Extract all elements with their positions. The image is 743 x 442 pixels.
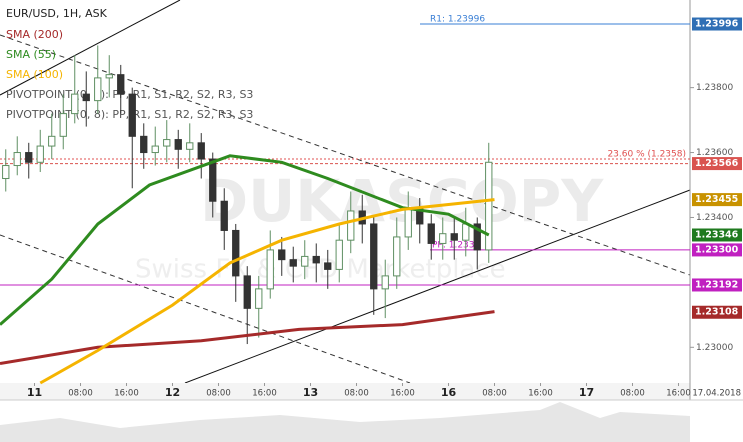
candle-body	[278, 249, 286, 261]
level-label: PP: 1.2330	[432, 240, 481, 250]
x-tick-label: 16:00	[390, 389, 415, 399]
candle-body	[301, 255, 309, 267]
candle-body	[25, 152, 33, 163]
candle-body	[197, 142, 205, 160]
watermark-group: DUKASCOPY Swiss FX & CFD Marketplace	[135, 167, 604, 284]
candle-body	[94, 77, 102, 102]
y-tick-label: 1.23400	[696, 213, 733, 223]
x-axis-band	[0, 383, 690, 400]
candle-body	[48, 135, 56, 147]
candle-body	[186, 142, 194, 150]
trend-line	[0, 34, 691, 276]
sma-line	[39, 198, 495, 385]
legend-entry: SMA (200)	[6, 28, 63, 41]
axis-marker-label: 1.23566	[695, 158, 739, 169]
axis-marker-label: 1.23455	[695, 194, 738, 205]
chart-title: EUR/USD, 1H, ASK	[6, 7, 108, 20]
candle-body	[82, 93, 90, 102]
candle-body	[151, 145, 159, 154]
x-tick-label: 16:00	[666, 389, 691, 399]
axis-marker	[692, 17, 742, 31]
axis-marker-label: 1.23996	[695, 19, 739, 30]
candle-body	[105, 74, 113, 79]
candle-body	[289, 259, 297, 267]
candle-body	[232, 229, 240, 277]
x-tick-label: 17	[579, 386, 594, 399]
axis-marker-label: 1.23346	[695, 229, 739, 240]
x-tick-label: 08:00	[344, 389, 369, 399]
candle-body	[71, 93, 79, 115]
legend-entry: SMA (55)	[6, 48, 56, 61]
candle-body	[13, 152, 21, 167]
candle-body	[117, 74, 125, 95]
axis-marker	[692, 157, 742, 171]
y-tick-label: 1.23800	[696, 83, 733, 93]
channel-line	[184, 189, 691, 384]
sma-line	[0, 310, 495, 365]
channel-line	[0, 0, 181, 96]
candle-body	[209, 158, 217, 202]
candle-body	[128, 93, 136, 137]
candle-body	[220, 200, 228, 231]
candle-body	[393, 236, 401, 277]
axis-marker-label: 1.23108	[695, 307, 739, 318]
watermark: DUKASCOPY	[200, 167, 604, 235]
axis-marker	[692, 243, 742, 257]
candle-body	[427, 223, 435, 244]
axis-marker	[692, 193, 742, 207]
level-label: 23.60 % (1.2358)	[607, 150, 686, 160]
candle-body	[140, 135, 148, 154]
candle-body	[255, 288, 263, 309]
candle-body	[347, 210, 355, 241]
candle-body	[243, 275, 251, 309]
axis-marker	[692, 228, 742, 242]
candle-body	[312, 255, 320, 264]
candle-body	[450, 233, 458, 241]
candle-body	[335, 239, 343, 270]
x-tick-label: 13	[303, 386, 318, 399]
candle-body	[439, 233, 447, 244]
x-tick-label: 16:00	[252, 389, 277, 399]
watermark-subtitle: Swiss FX & CFD Marketplace	[135, 255, 506, 285]
axis-marker	[692, 305, 742, 319]
x-tick-label: 08:00	[206, 389, 231, 399]
x-tick-label: 11	[27, 386, 42, 399]
candle-body	[59, 113, 67, 137]
x-tick-label: 08:00	[482, 389, 507, 399]
candle-body	[324, 262, 332, 270]
x-tick-label: 08:00	[68, 389, 93, 399]
x-tick-label: 16:00	[114, 389, 139, 399]
candle-body	[36, 145, 44, 163]
y-tick-label: 1.23600	[696, 148, 733, 158]
candle-body	[2, 165, 10, 180]
legend-entry: SMA (100)	[6, 68, 63, 81]
axis-marker-label: 1.23300	[695, 244, 739, 255]
candle-body	[370, 223, 378, 290]
candle-body	[485, 161, 493, 251]
candle-body	[473, 223, 481, 251]
axis-marker-label: 1.23192	[695, 279, 738, 290]
candle-body	[163, 139, 171, 147]
volume-strip	[0, 402, 690, 442]
date-label: 17.04.2018	[692, 389, 741, 399]
candle-body	[266, 249, 274, 290]
y-tick-label: 1.23000	[696, 343, 733, 353]
candle-body	[404, 207, 412, 238]
level-label: R1: 1.23996	[430, 15, 485, 25]
sma-line	[0, 154, 490, 326]
x-tick-label: 12	[165, 386, 180, 399]
axis-marker	[692, 278, 742, 292]
candle-body	[462, 223, 470, 241]
candle-body	[174, 139, 182, 150]
x-tick-label: 16	[441, 386, 457, 399]
x-tick-label: 08:00	[620, 389, 645, 399]
x-tick-label: 16:00	[528, 389, 553, 399]
candle-body	[381, 275, 389, 290]
